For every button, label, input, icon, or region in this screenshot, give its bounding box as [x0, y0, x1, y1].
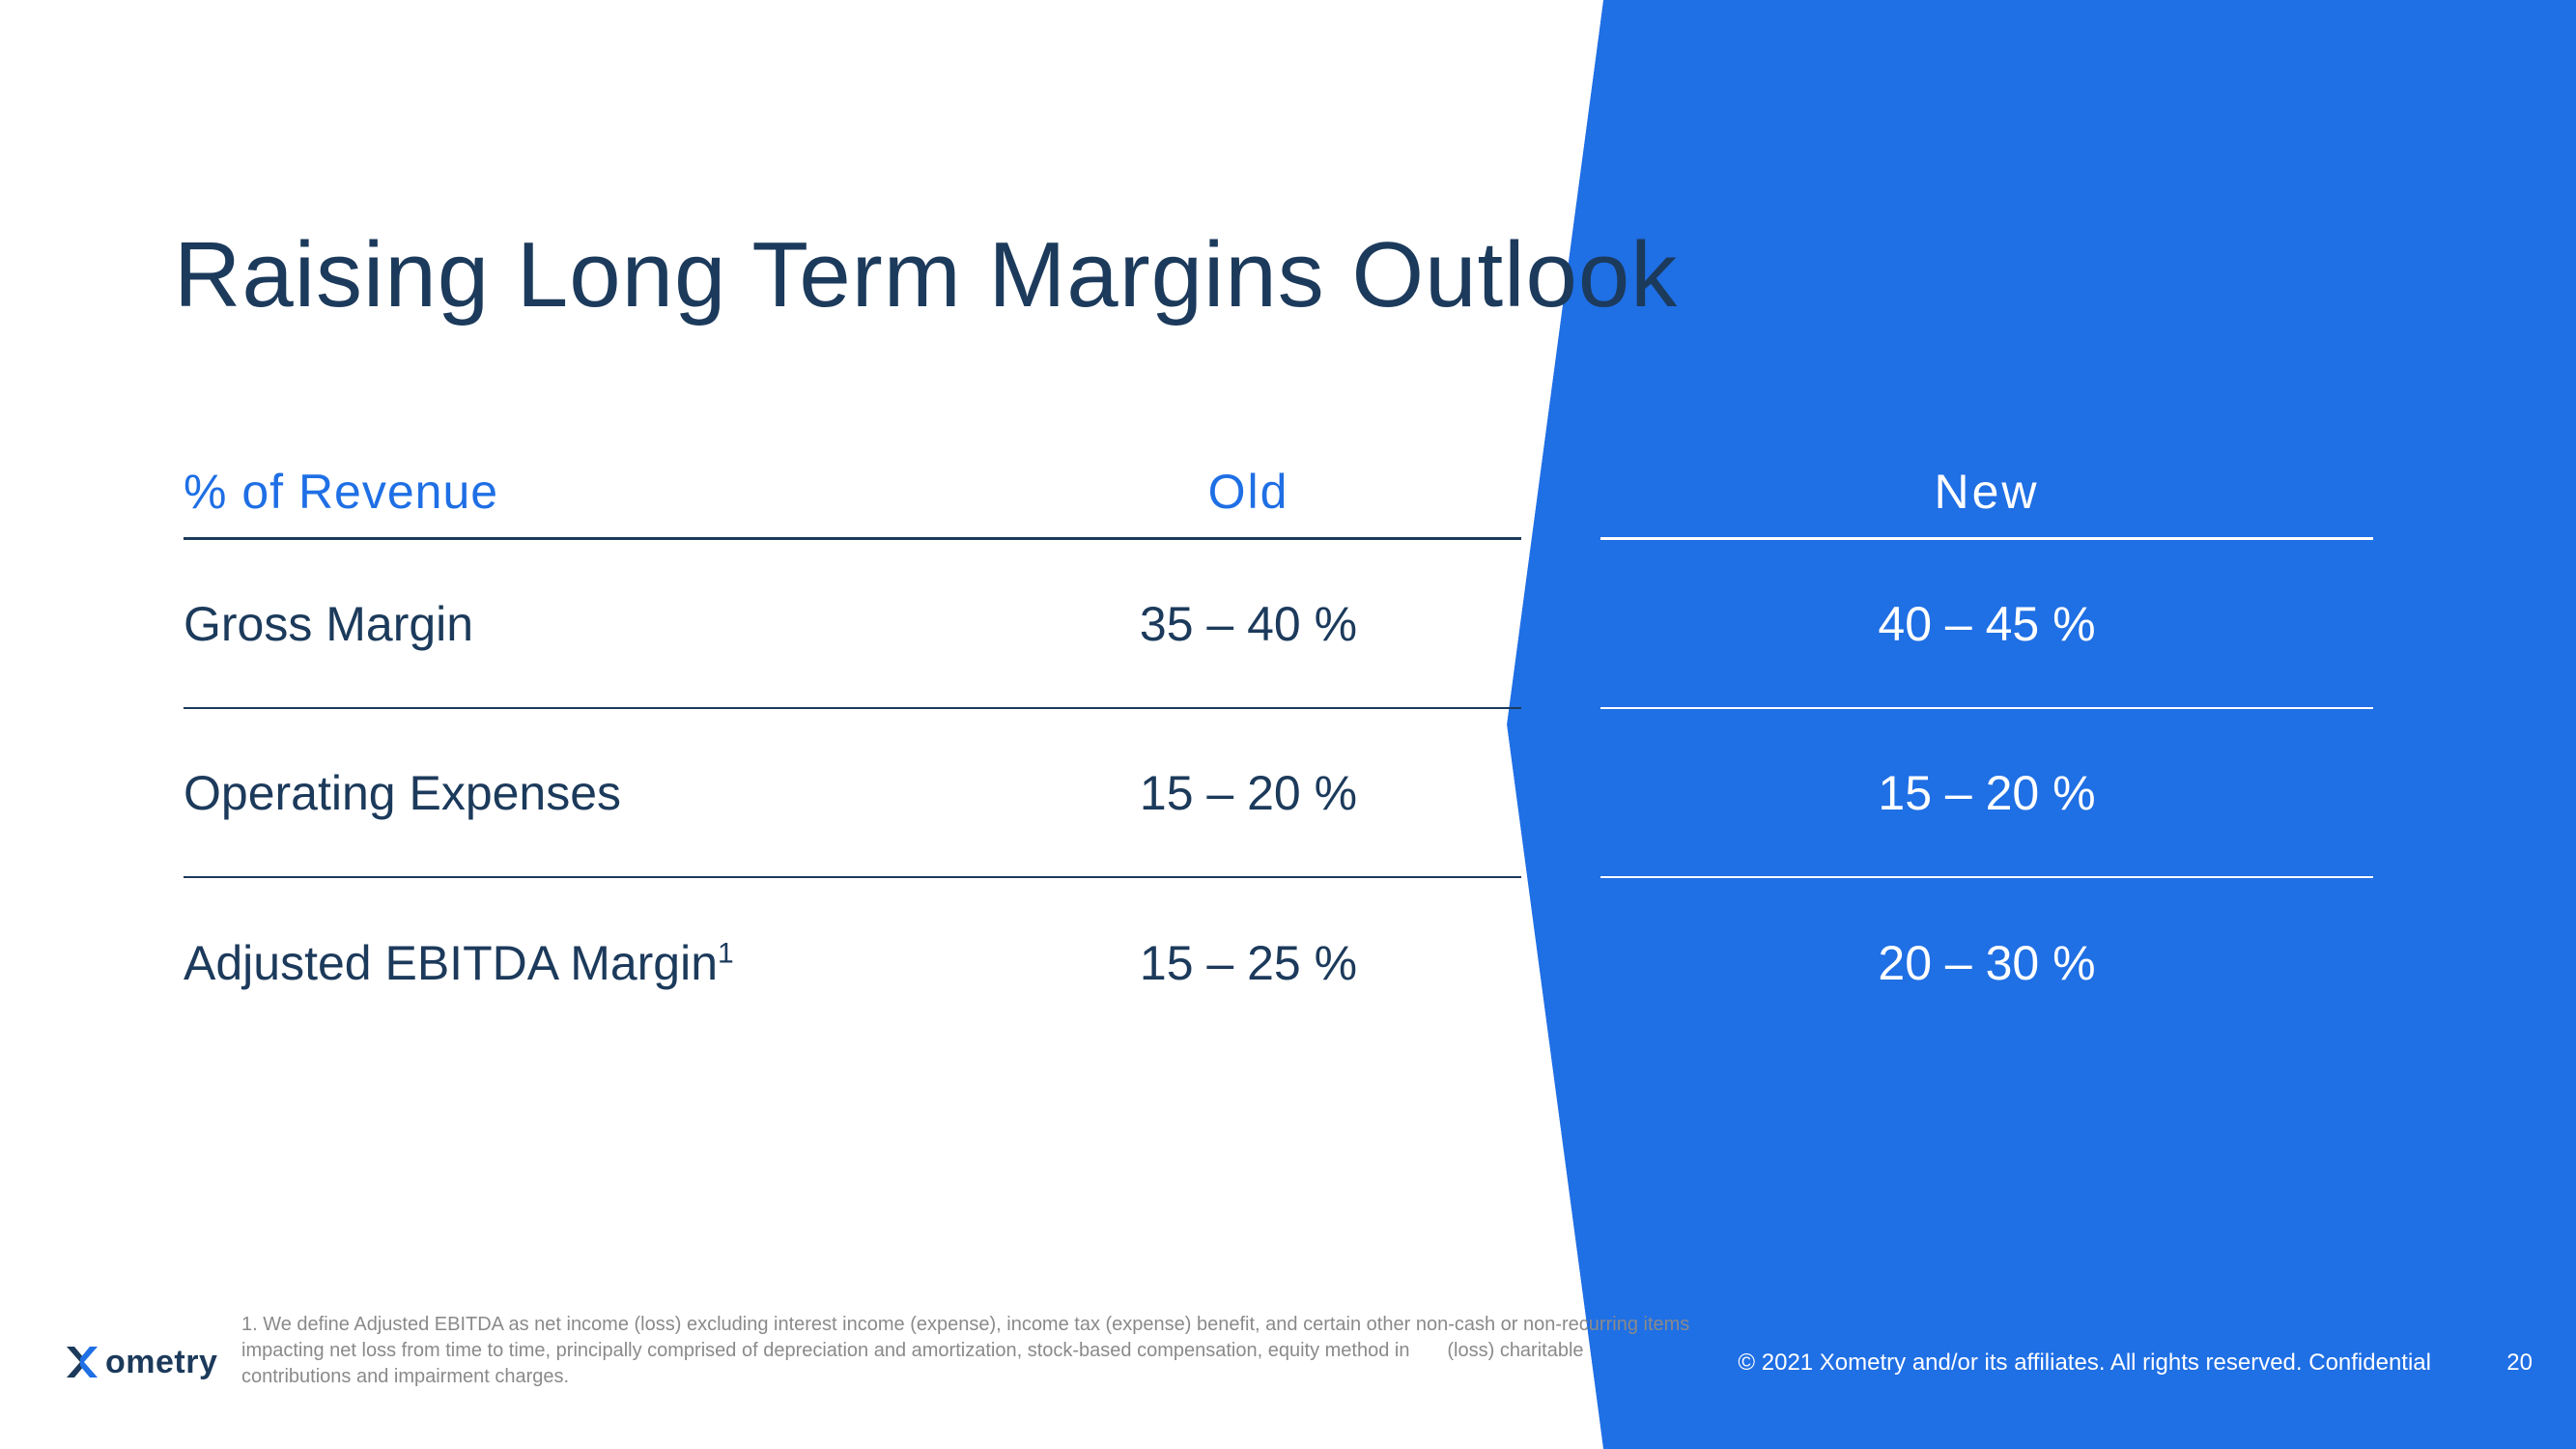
table-row: Gross Margin 35 – 40 % — [184, 540, 1521, 709]
cell-new: 40 – 45 % — [1600, 540, 2373, 709]
header-new: New — [1600, 464, 2373, 540]
cell-metric-text: Adjusted EBITDA Margin — [184, 936, 718, 990]
slide: Raising Long Term Margins Outlook % of R… — [0, 0, 2576, 1449]
table-row: Operating Expenses 15 – 20 % — [184, 709, 1521, 878]
header-metric: % of Revenue — [184, 464, 976, 520]
slide-title: Raising Long Term Margins Outlook — [174, 222, 1678, 328]
cell-metric: Gross Margin — [184, 596, 976, 652]
header-old: Old — [976, 464, 1521, 520]
table-row: Adjusted EBITDA Margin1 15 – 25 % — [184, 878, 1521, 1047]
page-number: 20 — [2506, 1350, 2533, 1377]
table-header-row: % of Revenue Old — [184, 464, 1521, 540]
cell-old: 15 – 20 % — [976, 765, 1521, 821]
right-table: New 40 – 45 % 15 – 20 % 20 – 30 % — [1600, 464, 2373, 1047]
logo-x-icon — [63, 1343, 101, 1381]
cell-new: 20 – 30 % — [1600, 878, 2373, 1047]
copyright: © 2021 Xometry and/or its affiliates. Al… — [1738, 1350, 2431, 1377]
cell-metric: Operating Expenses — [184, 765, 976, 821]
cell-old: 15 – 25 % — [976, 935, 1521, 991]
logo-text: ometry — [105, 1344, 217, 1381]
cell-new: 15 – 20 % — [1600, 709, 2373, 878]
left-table: % of Revenue Old Gross Margin 35 – 40 % … — [184, 464, 1521, 1047]
cell-old: 35 – 40 % — [976, 596, 1521, 652]
cell-metric: Adjusted EBITDA Margin1 — [184, 935, 976, 991]
cell-metric-sup: 1 — [718, 937, 734, 969]
footnote: 1. We define Adjusted EBITDA as net inco… — [241, 1312, 1690, 1390]
logo: ometry — [63, 1343, 217, 1381]
